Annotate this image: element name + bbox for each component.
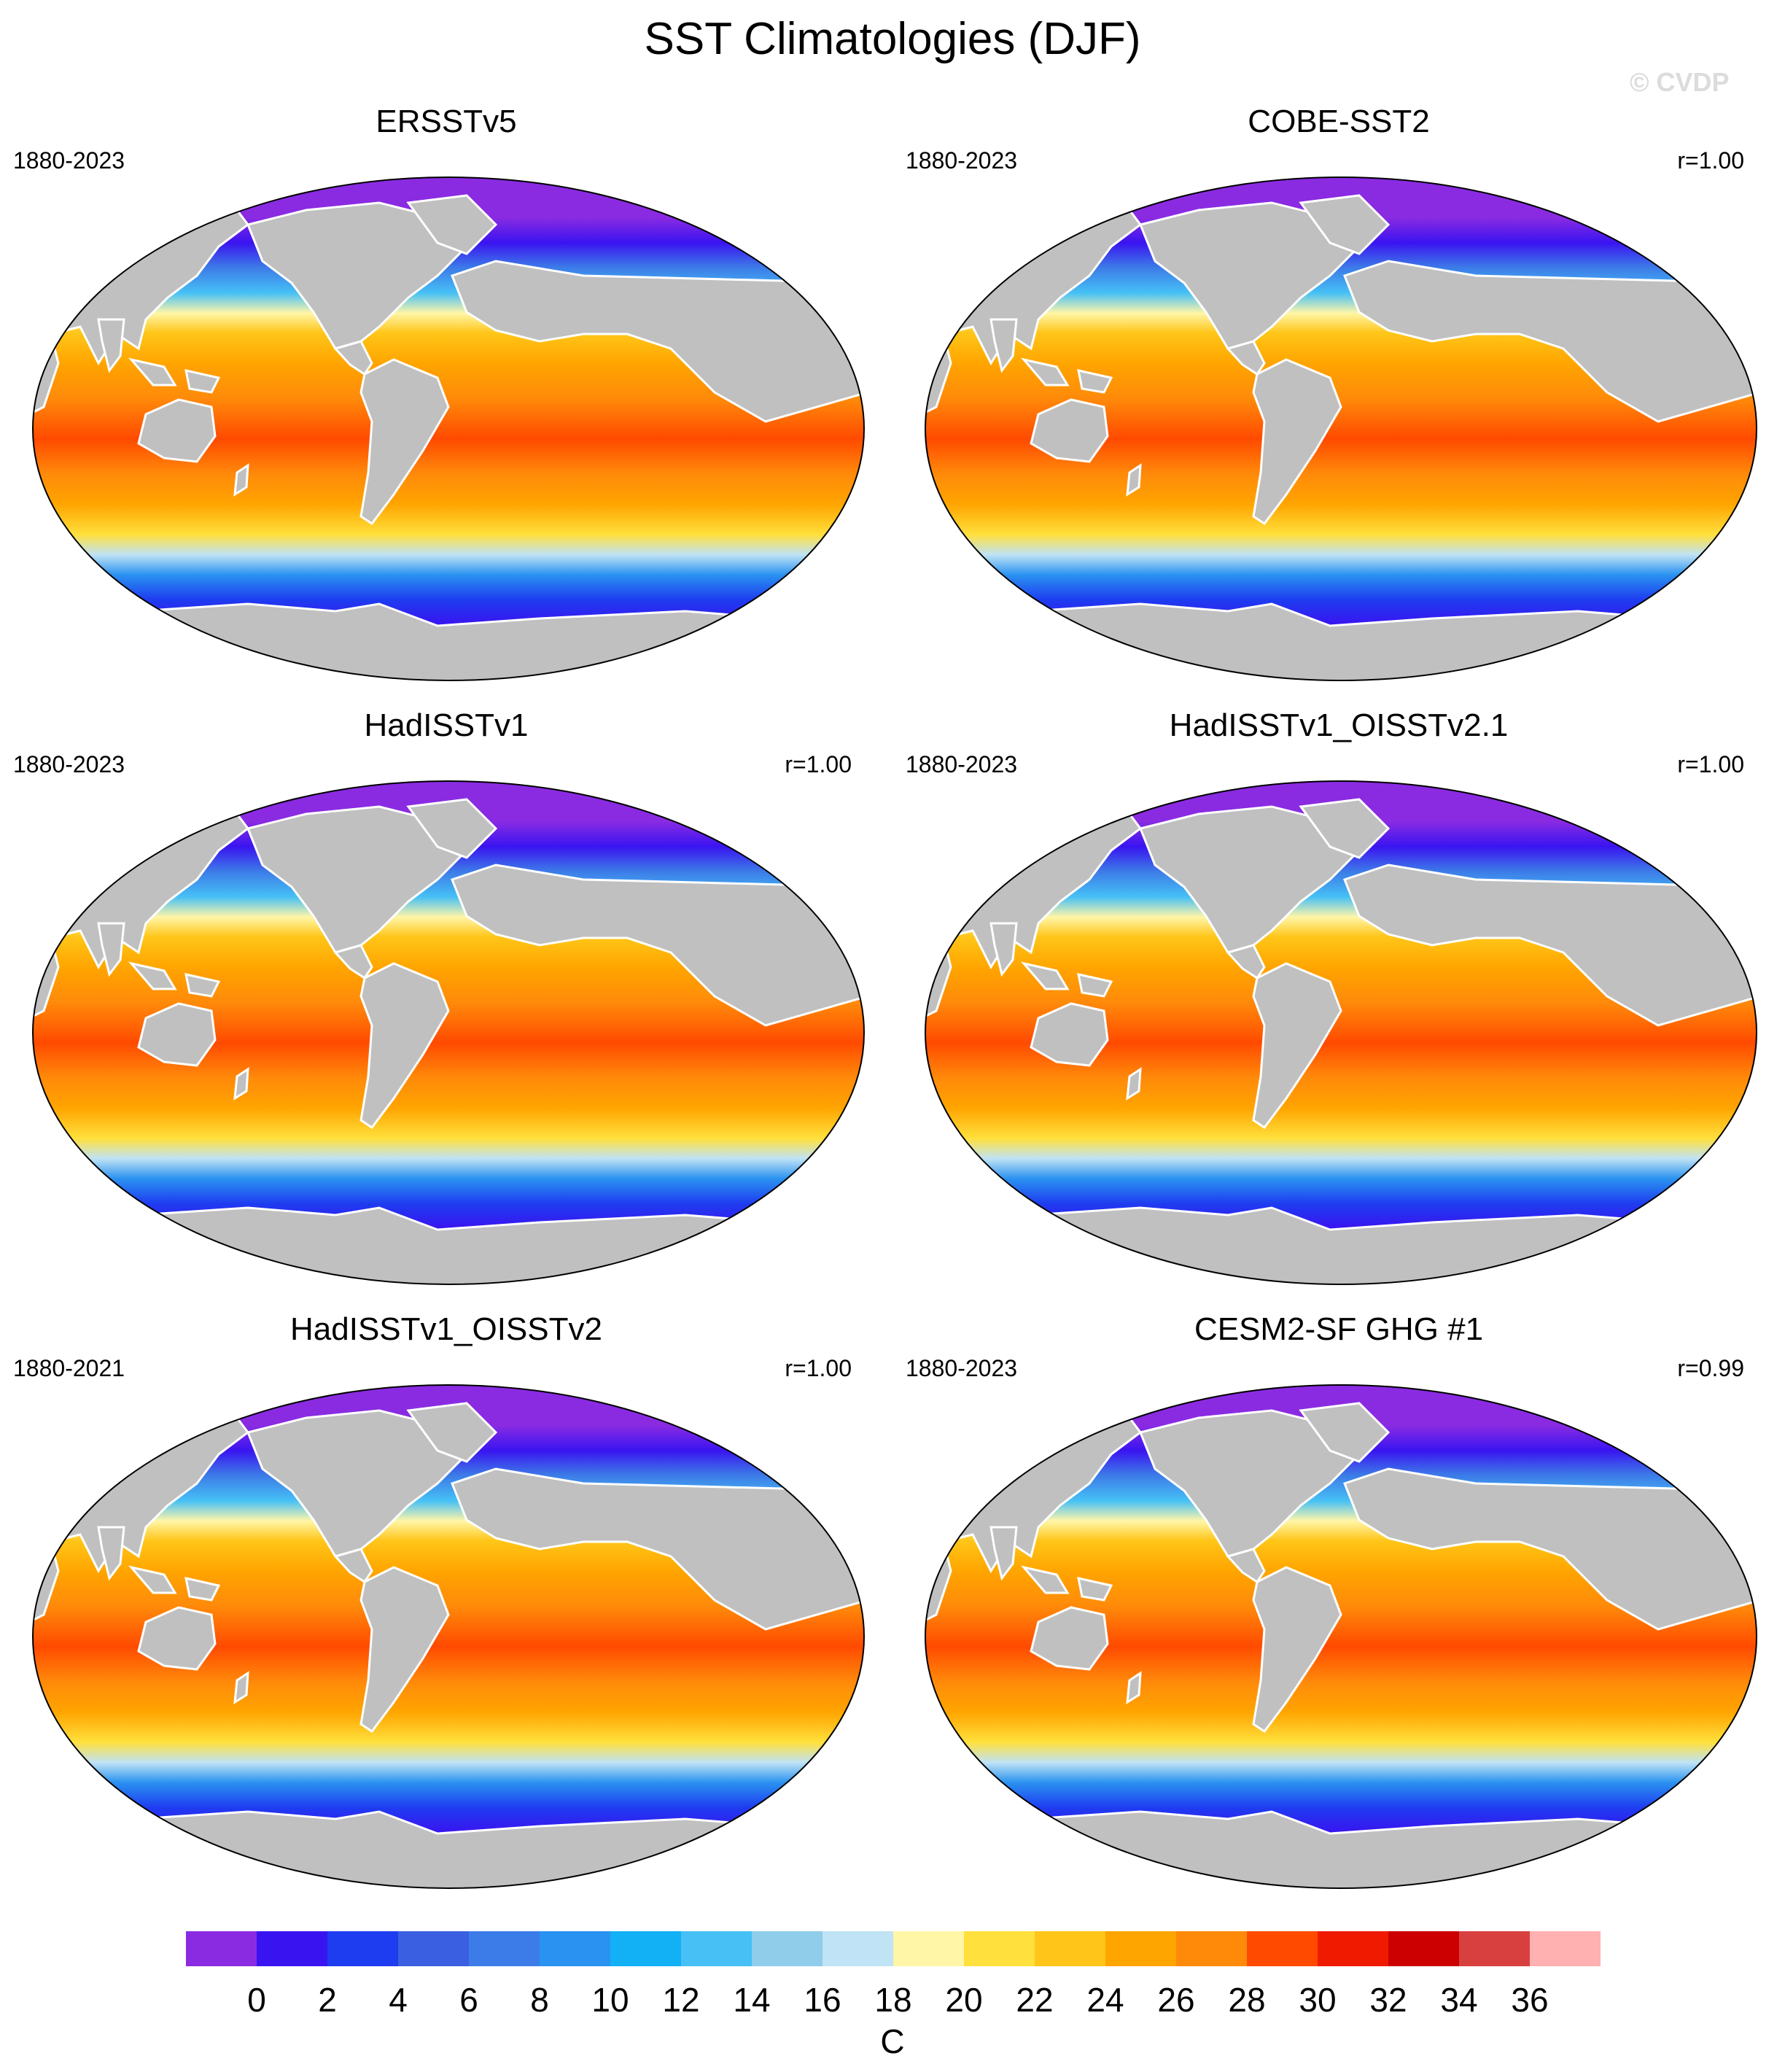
colorbar-tick-label: 12	[662, 1981, 700, 2019]
sst-map	[922, 1381, 1760, 1892]
colorbar-tick-label: 32	[1369, 1981, 1407, 2019]
map-panel-1: ERSSTv5 1880-2023	[0, 104, 892, 702]
colorbar-tick-label: 18	[874, 1981, 912, 2019]
colorbar-swatch	[1035, 1931, 1106, 1966]
colorbar-tick-label: 26	[1157, 1981, 1195, 2019]
colorbar-swatch	[257, 1931, 328, 1966]
colorbar-tick-label: 34	[1440, 1981, 1478, 2019]
panel-years: 1880-2023	[13, 147, 125, 174]
colorbar-tick-label: 2	[318, 1981, 337, 2019]
panel-title: HadISSTv1_OISSTv2.1	[1169, 707, 1509, 743]
colorbar-tick-label: 4	[389, 1981, 408, 2019]
map-panel-6: CESM2-SF GHG #1 1880-2023 r=0.99	[892, 1311, 1785, 1909]
colorbar-ticks: 0 2 4 6 8 10 12 14 16 18 20 22 24 26 28 30 32 34 36	[0, 1980, 1785, 2024]
panel-title: HadISSTv1_OISSTv2	[290, 1311, 602, 1347]
colorbar-tick-label: 14	[733, 1981, 771, 2019]
colorbar-swatch	[1388, 1931, 1460, 1966]
panel-years: 1880-2021	[13, 1355, 125, 1381]
colorbar-swatch	[1318, 1931, 1389, 1966]
colorbar-tick-label: 16	[804, 1981, 841, 2019]
panel-title: HadISSTv1	[364, 707, 529, 743]
sst-map	[29, 1381, 868, 1892]
colorbar-tick-label: 0	[247, 1981, 266, 2019]
colorbar-swatch	[822, 1931, 894, 1966]
colorbar-swatch	[964, 1931, 1035, 1966]
panel-title: ERSSTv5	[376, 104, 517, 139]
colorbar-swatch	[1105, 1931, 1177, 1966]
map-panel-2: COBE-SST2 1880-2023 r=1.00	[892, 104, 1785, 702]
colorbar-tick-label: 30	[1299, 1981, 1337, 2019]
panel-years: 1880-2023	[13, 751, 125, 777]
figure-title: SST Climatologies (DJF)	[644, 14, 1141, 64]
colorbar-tick-label: 8	[530, 1981, 549, 2019]
panel-title: CESM2-SF GHG #1	[1194, 1311, 1484, 1347]
colorbar-swatch	[469, 1931, 540, 1966]
colorbar-swatch	[1530, 1931, 1601, 1966]
colorbar-swatch	[893, 1931, 965, 1966]
colorbar-swatch	[681, 1931, 752, 1966]
panel-title: COBE-SST2	[1248, 104, 1430, 139]
colorbar-swatch	[327, 1931, 399, 1966]
panel-correlation: r=1.00	[785, 751, 852, 777]
colorbar-swatch	[398, 1931, 470, 1966]
panel-correlation: r=1.00	[1677, 147, 1744, 174]
sst-map	[29, 174, 868, 684]
colorbar	[186, 1931, 1601, 1966]
panel-years: 1880-2023	[906, 1355, 1018, 1381]
colorbar-tick-label: 20	[945, 1981, 983, 2019]
colorbar-tick-label: 36	[1511, 1981, 1549, 2019]
sst-map	[922, 777, 1760, 1288]
colorbar-swatch	[610, 1931, 682, 1966]
colorbar-swatch	[1176, 1931, 1248, 1966]
sst-map	[29, 777, 868, 1288]
panel-correlation: r=1.00	[1677, 751, 1744, 777]
map-panel-4: HadISSTv1_OISSTv2.1 1880-2023 r=1.00	[892, 707, 1785, 1305]
colorbar-tick-label: 22	[1016, 1981, 1054, 2019]
colorbar-unit-label: C	[880, 2022, 905, 2060]
colorbar-swatch	[1247, 1931, 1318, 1966]
panel-years: 1880-2023	[906, 751, 1018, 777]
colorbar-swatch	[752, 1931, 823, 1966]
colorbar-swatch	[1459, 1931, 1531, 1966]
sst-map	[922, 174, 1760, 684]
watermark: © CVDP	[1630, 67, 1730, 97]
map-panel-5: HadISSTv1_OISSTv2 1880-2021 r=1.00	[0, 1311, 892, 1909]
colorbar-tick-label: 6	[459, 1981, 478, 2019]
panel-correlation: r=1.00	[785, 1355, 852, 1381]
colorbar-tick-label: 28	[1228, 1981, 1266, 2019]
colorbar-swatch	[186, 1931, 257, 1966]
colorbar-tick-label: 24	[1086, 1981, 1124, 2019]
panel-correlation: r=0.99	[1677, 1355, 1744, 1381]
colorbar-swatch	[540, 1931, 611, 1966]
map-panel-3: HadISSTv1 1880-2023 r=1.00	[0, 707, 892, 1305]
colorbar-tick-label: 10	[591, 1981, 629, 2019]
panel-years: 1880-2023	[906, 147, 1018, 174]
